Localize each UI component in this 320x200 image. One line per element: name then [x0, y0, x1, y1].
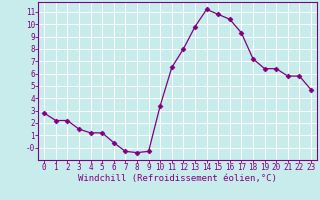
X-axis label: Windchill (Refroidissement éolien,°C): Windchill (Refroidissement éolien,°C): [78, 174, 277, 183]
